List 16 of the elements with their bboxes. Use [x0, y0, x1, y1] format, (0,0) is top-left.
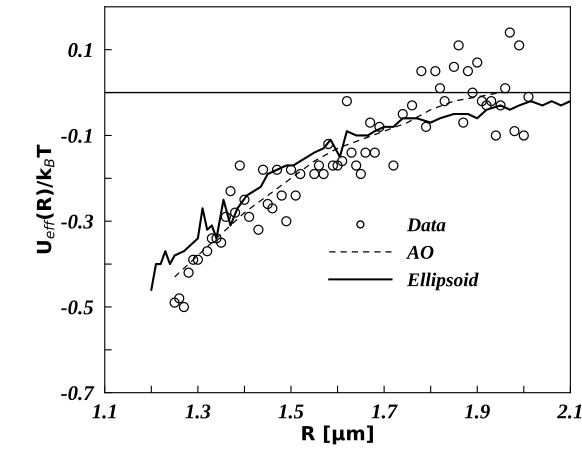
- legend-label: Ellipsoid: [406, 272, 479, 290]
- x-tick-label: 1.5: [278, 404, 304, 419]
- x-tick-label: 1.3: [185, 404, 210, 419]
- x-tick-label: 1.1: [92, 404, 116, 419]
- x-tick-label: 2.1: [557, 404, 582, 419]
- x-tick-label: 1.7: [372, 404, 398, 419]
- x-tick-label: 1.9: [464, 404, 490, 419]
- y-tick-label: 0.1: [68, 43, 92, 58]
- y-axis-title: U$_{eff}$(R)/k$_{B}$T: [36, 144, 54, 254]
- x-axis-title: R [µm]: [302, 425, 373, 444]
- legend-label: AO: [406, 246, 434, 259]
- y-tick-label: -0.7: [61, 386, 94, 400]
- y-tick-label: -0.3: [61, 214, 94, 229]
- y-tick-label: -0.5: [61, 300, 94, 314]
- y-tick-label: -0.1: [61, 128, 92, 143]
- legend-label: Data: [406, 218, 446, 232]
